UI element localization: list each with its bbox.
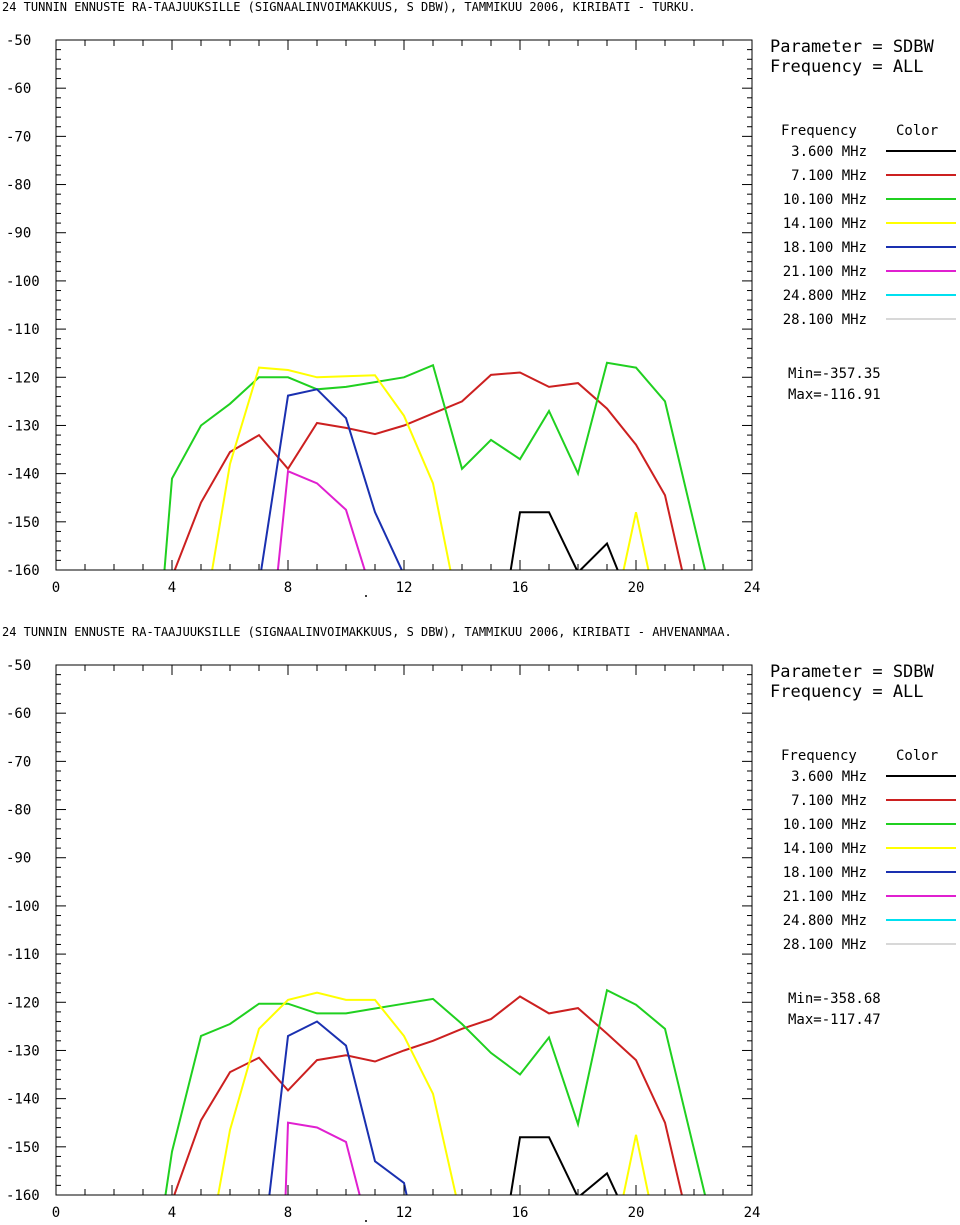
- x-tick-label: 0: [52, 580, 60, 596]
- plot-frame: [55, 664, 753, 1196]
- x-tick-label: 24: [744, 580, 761, 596]
- y-tick-label: -120: [6, 370, 40, 386]
- series-line-1: [173, 995, 683, 1195]
- legend-label: 7.100 MHz: [791, 168, 867, 184]
- x-tick-label: 4: [168, 580, 176, 596]
- y-tick-label: -110: [6, 322, 40, 338]
- legend-min: Min=-358.68: [788, 991, 881, 1007]
- x-tick-label: 24: [744, 1205, 761, 1221]
- legend-min: Min=-357.35: [788, 366, 881, 382]
- series-line-3: [217, 991, 457, 1195]
- y-tick-label: -60: [6, 81, 31, 97]
- legend-label: 21.100 MHz: [783, 264, 867, 280]
- legend-label: 3.600 MHz: [791, 769, 867, 785]
- y-tick-label: -70: [6, 129, 31, 145]
- y-tick-label: -150: [6, 1140, 40, 1156]
- series-line-0: [509, 1136, 619, 1195]
- series-line-1: [173, 371, 684, 570]
- x-tick-label: 16: [512, 1205, 529, 1221]
- series-line-8: [622, 511, 650, 570]
- chart-title: 24 TUNNIN ENNUSTE RA-TAAJUUKSILLE (SIGNA…: [2, 625, 732, 639]
- y-tick-label: -90: [6, 226, 31, 242]
- y-tick-label: -160: [6, 563, 40, 579]
- legend-label: 3.600 MHz: [791, 144, 867, 160]
- legend-label: 18.100 MHz: [783, 240, 867, 256]
- legend-parameter: Parameter = SDBW: [770, 662, 935, 682]
- x-tick-label: 16: [512, 580, 529, 596]
- legend-frequency: Frequency = ALL: [770, 57, 924, 77]
- chart-panel-turku: 24 TUNNIN ENNUSTE RA-TAAJUUKSILLE (SIGNA…: [0, 0, 960, 600]
- series-line-8: [622, 1134, 650, 1195]
- series-line-4: [268, 1020, 408, 1195]
- legend-label: 28.100 MHz: [783, 937, 867, 953]
- y-tick-label: -50: [6, 33, 31, 49]
- x-tick-label: 20: [628, 1205, 645, 1221]
- y-tick-label: -50: [6, 658, 31, 674]
- chart-svg-turku: 0 4 8 12 16 20 24 -50 -60 -70 -80 -90 -100 -110 -120 -1…: [6, 33, 956, 597]
- y-tick-label: -80: [6, 803, 31, 819]
- legend-label: 21.100 MHz: [783, 889, 867, 905]
- y-tick-label: -160: [6, 1188, 40, 1204]
- series-group: [164, 988, 707, 1195]
- legend-label: 14.100 MHz: [783, 841, 867, 857]
- legend-label: 28.100 MHz: [783, 312, 867, 328]
- x-tick-label: 12: [396, 580, 413, 596]
- axis-dot: [365, 595, 367, 597]
- x-tick-label: 20: [628, 580, 645, 596]
- series-line-0: [509, 511, 619, 570]
- series-line-4: [260, 388, 403, 570]
- y-tick-label: -100: [6, 899, 40, 915]
- legend-col-frequency: Frequency: [781, 748, 857, 764]
- series-line-3: [211, 366, 452, 570]
- legend-label: 18.100 MHz: [783, 865, 867, 881]
- legend-max: Max=-117.47: [788, 1012, 881, 1028]
- y-tick-label: -140: [6, 1092, 40, 1108]
- legend-label: 7.100 MHz: [791, 793, 867, 809]
- legend-col-color: Color: [896, 123, 938, 139]
- series-line-2: [164, 988, 707, 1195]
- legend-label: 24.800 MHz: [783, 288, 867, 304]
- legend-label: 24.800 MHz: [783, 913, 867, 929]
- y-tick-label: -150: [6, 515, 40, 531]
- legend-col-color: Color: [896, 748, 938, 764]
- series-group: [163, 361, 707, 570]
- x-tick-label: 12: [396, 1205, 413, 1221]
- x-tick-label: 8: [284, 580, 292, 596]
- y-tick-label: -130: [6, 418, 40, 434]
- y-tick-label: -60: [6, 706, 31, 722]
- legend-col-frequency: Frequency: [781, 123, 857, 139]
- legend-max: Max=-116.91: [788, 387, 881, 403]
- x-tick-label: 0: [52, 1205, 60, 1221]
- y-tick-label: -120: [6, 995, 40, 1011]
- x-tick-label: 8: [284, 1205, 292, 1221]
- legend-label: 14.100 MHz: [783, 216, 867, 232]
- chart-svg-ahvenanmaa: 0 4 8 12 16 20 24 -50 -60 -70 -80 -90 -100 -110 -120 -1…: [6, 658, 956, 1222]
- y-tick-label: -130: [6, 1043, 40, 1059]
- chart-panel-ahvenanmaa: 24 TUNNIN ENNUSTE RA-TAAJUUKSILLE (SIGNA…: [0, 625, 960, 1225]
- legend-label: 10.100 MHz: [783, 817, 867, 833]
- y-tick-label: -100: [6, 274, 40, 290]
- y-tick-label: -90: [6, 851, 31, 867]
- series-line-5: [276, 469, 366, 570]
- series-line-2: [163, 361, 707, 570]
- chart-title: 24 TUNNIN ENNUSTE RA-TAAJUUKSILLE (SIGNA…: [2, 0, 696, 14]
- series-line-5: [284, 1121, 361, 1195]
- y-tick-label: -140: [6, 467, 40, 483]
- x-tick-label: 4: [168, 1205, 176, 1221]
- y-tick-label: -110: [6, 947, 40, 963]
- legend-label: 10.100 MHz: [783, 192, 867, 208]
- plot-frame: [55, 39, 753, 571]
- y-tick-label: -80: [6, 178, 31, 194]
- axis-dot: [365, 1220, 367, 1222]
- y-tick-label: -70: [6, 754, 31, 770]
- legend-frequency: Frequency = ALL: [770, 682, 924, 702]
- legend-parameter: Parameter = SDBW: [770, 37, 935, 57]
